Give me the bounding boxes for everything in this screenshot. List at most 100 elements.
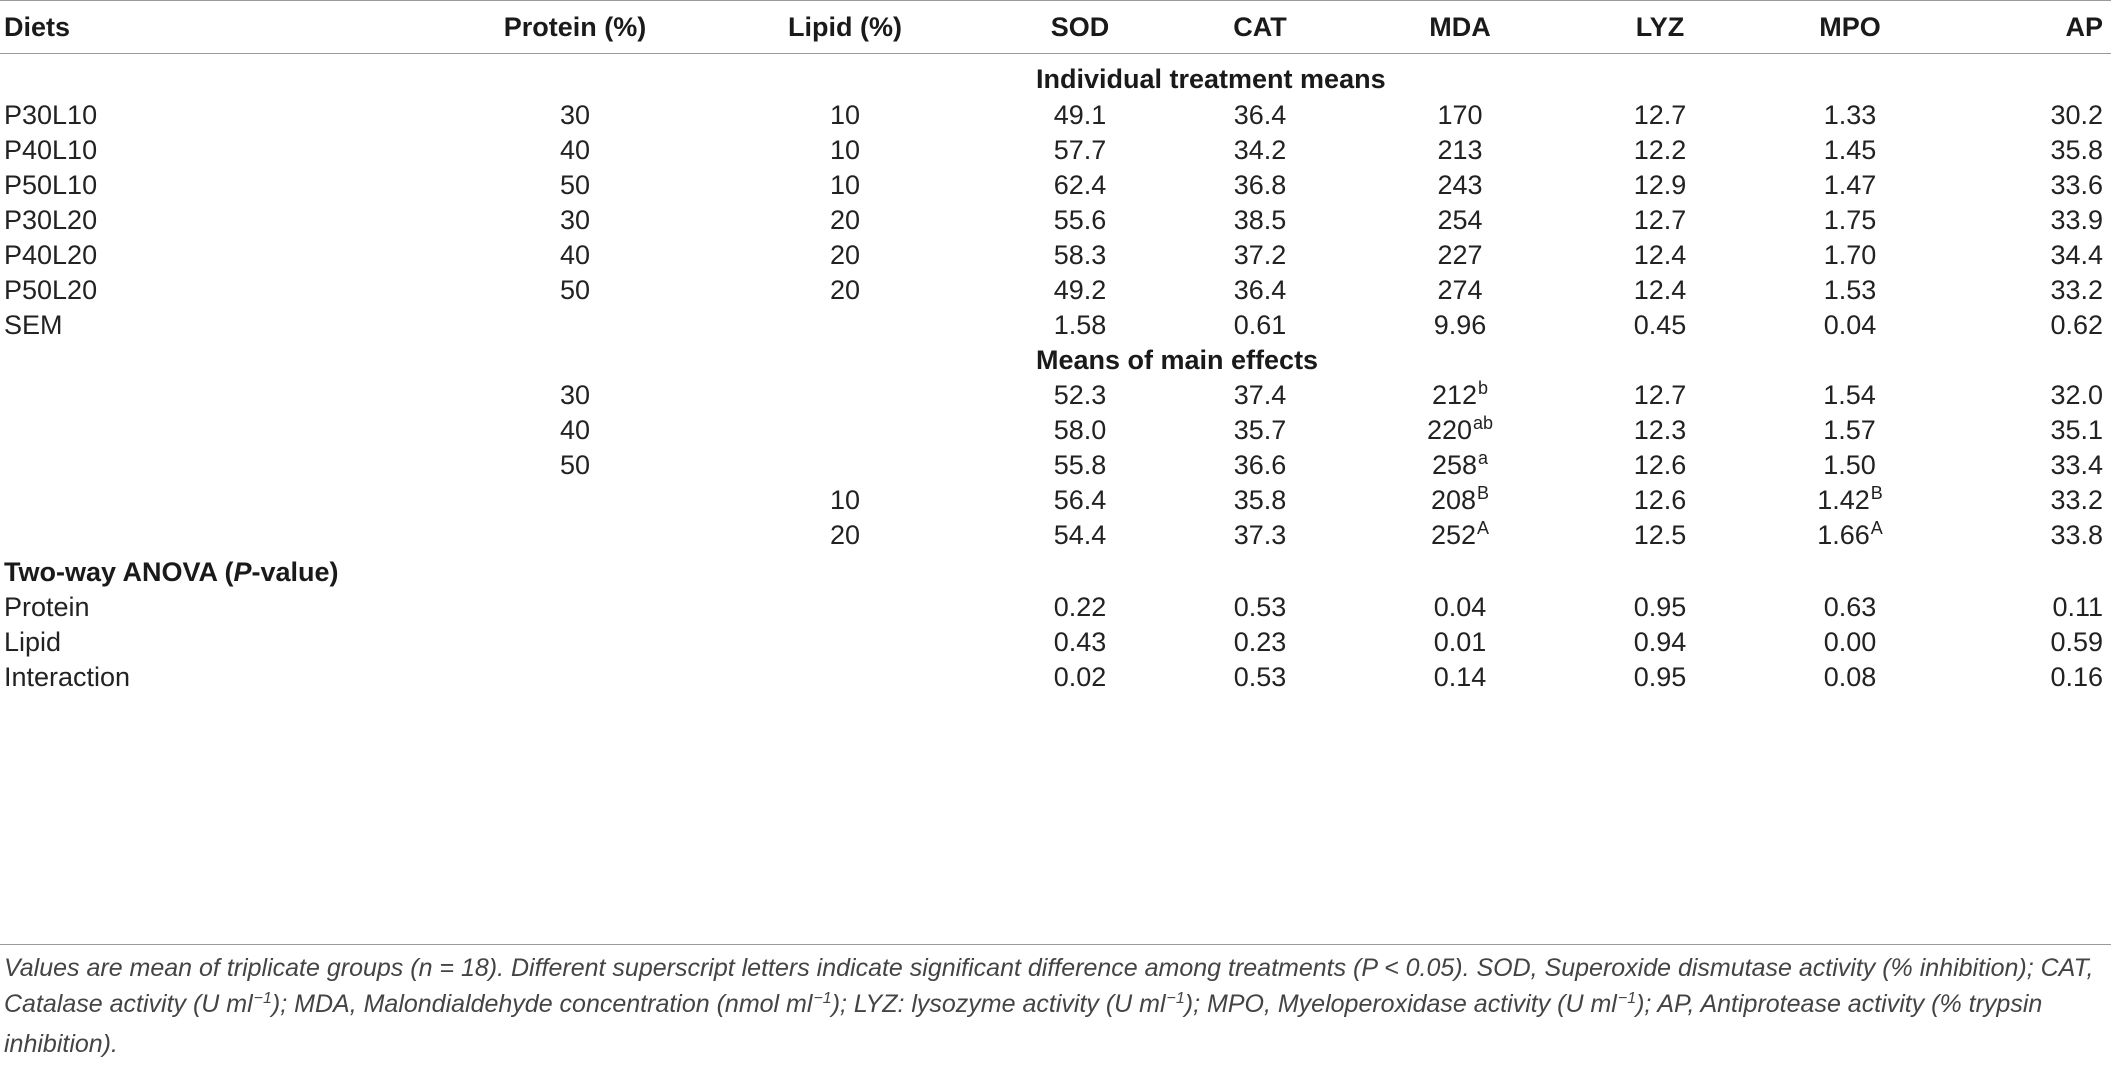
header-mda: MDA xyxy=(1429,12,1491,42)
cell-protein: 40 xyxy=(559,135,591,165)
cell-sod: 49.1 xyxy=(1053,100,1107,130)
cell-lipid: 20 xyxy=(829,205,861,235)
cell-ap: 33.8 xyxy=(2050,520,2103,550)
anova-label-pre: Two-way ANOVA ( xyxy=(4,557,234,587)
cell-cat: 34.2 xyxy=(1233,135,1287,165)
footnote-part: ); MDA, Malondialdehyde concentration (n… xyxy=(271,990,813,1018)
footnote-superscript: −1 xyxy=(253,990,272,1007)
cell-mpo: 1.45 xyxy=(1823,135,1877,165)
cell-ap: 30.2 xyxy=(2050,100,2103,130)
cell-mda: 274 xyxy=(1437,275,1483,305)
table-row: 10 56.4 35.8 208B 12.6 1.42B 33.2 xyxy=(0,477,2111,523)
cell-diet: P40L20 xyxy=(4,240,98,270)
table-top-rule xyxy=(0,0,2111,1)
cell-protein xyxy=(475,302,675,348)
table-row: P40L20 40 20 58.3 37.2 227 12.4 1.70 34.… xyxy=(0,232,2111,278)
mda-superscript: ab xyxy=(1473,413,1494,433)
cell-diet: P50L10 xyxy=(4,170,98,200)
cell-mpo: 1.33 xyxy=(1823,100,1877,130)
cell-lipid: 20 xyxy=(829,275,861,305)
cell-lyz: 0.45 xyxy=(1633,310,1687,340)
cell-diet: P40L10 xyxy=(4,135,98,165)
header-lipid: Lipid (%) xyxy=(788,12,902,42)
header-rule xyxy=(0,53,2111,54)
cell-mda: 258a xyxy=(1380,442,1540,488)
mda-superscript: a xyxy=(1478,448,1489,468)
cell-cat: 0.61 xyxy=(1233,310,1287,340)
cell-protein: 40 xyxy=(559,415,591,445)
cell-cat: 36.6 xyxy=(1233,450,1287,480)
cell-cat: 38.5 xyxy=(1233,205,1287,235)
anova-label-post: -value) xyxy=(251,557,339,587)
mda-value: 212 xyxy=(1431,380,1478,410)
footnote-superscript: −1 xyxy=(1166,990,1185,1007)
table-row: P40L10 40 10 57.7 34.2 213 12.2 1.45 35.… xyxy=(0,127,2111,173)
mda-value: 220 xyxy=(1426,415,1473,445)
mpo-value: 1.66 xyxy=(1817,520,1870,550)
header-diets: Diets xyxy=(4,12,71,42)
cell-sod: 0.02 xyxy=(1053,662,1107,692)
cell-ap: 33.9 xyxy=(2050,205,2103,235)
mda-value: 252 xyxy=(1430,520,1477,550)
cell-ap: 35.8 xyxy=(2050,135,2103,165)
cell-mpo: 1.50 xyxy=(1760,442,1940,488)
cell-mpo: 1.42B xyxy=(1760,477,1940,523)
cell-protein: 30 xyxy=(559,205,591,235)
table-row-sem: SEM 1.58 0.61 9.96 0.45 0.04 0.62 xyxy=(0,302,2111,348)
cell-protein: 40 xyxy=(559,240,591,270)
cell-cat: 0.53 xyxy=(1233,592,1287,622)
mpo-value: 1.57 xyxy=(1823,415,1876,445)
header-sod: SOD xyxy=(1050,12,1110,42)
cell-ap: 34.4 xyxy=(2050,240,2103,270)
cell-mda: 227 xyxy=(1437,240,1483,270)
mpo-superscript: A xyxy=(1870,518,1883,538)
cell-sod: 0.43 xyxy=(1053,627,1107,657)
cell-ap: 33.2 xyxy=(2050,275,2103,305)
mda-value: 208 xyxy=(1430,485,1477,515)
table-row: P50L10 50 10 62.4 36.8 243 12.9 1.47 33.… xyxy=(0,162,2111,208)
cell-ap: 33.4 xyxy=(2050,450,2103,480)
cell-sod: 54.4 xyxy=(1053,520,1107,550)
table-row: Lipid 0.43 0.23 0.01 0.94 0.00 0.59 xyxy=(0,619,2111,665)
mpo-value: 1.42 xyxy=(1817,485,1870,515)
table-row: 30 52.3 37.4 212b 12.7 1.54 32.0 xyxy=(0,372,2111,418)
mda-superscript: A xyxy=(1477,518,1490,538)
cell-cat: 36.8 xyxy=(1233,170,1287,200)
cell-lyz: 12.7 xyxy=(1633,205,1687,235)
cell-mda: 212b xyxy=(1380,372,1540,418)
cell-mda: 0.01 xyxy=(1433,627,1487,657)
cell-sod: 55.6 xyxy=(1053,205,1107,235)
cell-ap: 0.59 xyxy=(2050,627,2103,657)
cell-lyz: 12.5 xyxy=(1633,520,1687,550)
cell-ap: 35.1 xyxy=(2050,415,2103,445)
cell-cat: 36.4 xyxy=(1233,100,1287,130)
table-row: 20 54.4 37.3 252A 12.5 1.66A 33.8 xyxy=(0,512,2111,558)
cell-lyz: 0.95 xyxy=(1633,662,1687,692)
cell-mda: 213 xyxy=(1437,135,1483,165)
table-row: P50L20 50 20 49.2 36.4 274 12.4 1.53 33.… xyxy=(0,267,2111,313)
cell-lipid: 20 xyxy=(829,520,861,550)
cell-lipid: 10 xyxy=(829,135,861,165)
anova-label-p: P xyxy=(233,557,252,587)
cell-ap: 33.6 xyxy=(2050,170,2103,200)
cell-lyz: 12.6 xyxy=(1633,450,1687,480)
cell-sod: 55.8 xyxy=(1053,450,1107,480)
cell-sod: 58.0 xyxy=(1053,415,1107,445)
cell-protein: 50 xyxy=(559,170,591,200)
cell-mda: 243 xyxy=(1437,170,1483,200)
cell-label: Protein xyxy=(4,592,90,622)
cell-protein: 30 xyxy=(559,380,591,410)
cell-sod: 1.58 xyxy=(1053,310,1107,340)
cell-cat: 0.53 xyxy=(1233,662,1287,692)
cell-mda: 0.04 xyxy=(1433,592,1487,622)
cell-mda: 208B xyxy=(1380,477,1540,523)
cell-mpo: 1.57 xyxy=(1760,407,1940,453)
cell-lyz: 12.9 xyxy=(1633,170,1687,200)
cell-protein xyxy=(475,512,675,558)
table-row: P30L20 30 20 55.6 38.5 254 12.7 1.75 33.… xyxy=(0,197,2111,243)
cell-diet: P30L20 xyxy=(4,205,98,235)
cell-ap: 32.0 xyxy=(2050,380,2103,410)
cell-lipid: 10 xyxy=(829,485,861,515)
cell-mpo: 0.00 xyxy=(1823,627,1877,657)
cell-protein: 50 xyxy=(559,450,591,480)
